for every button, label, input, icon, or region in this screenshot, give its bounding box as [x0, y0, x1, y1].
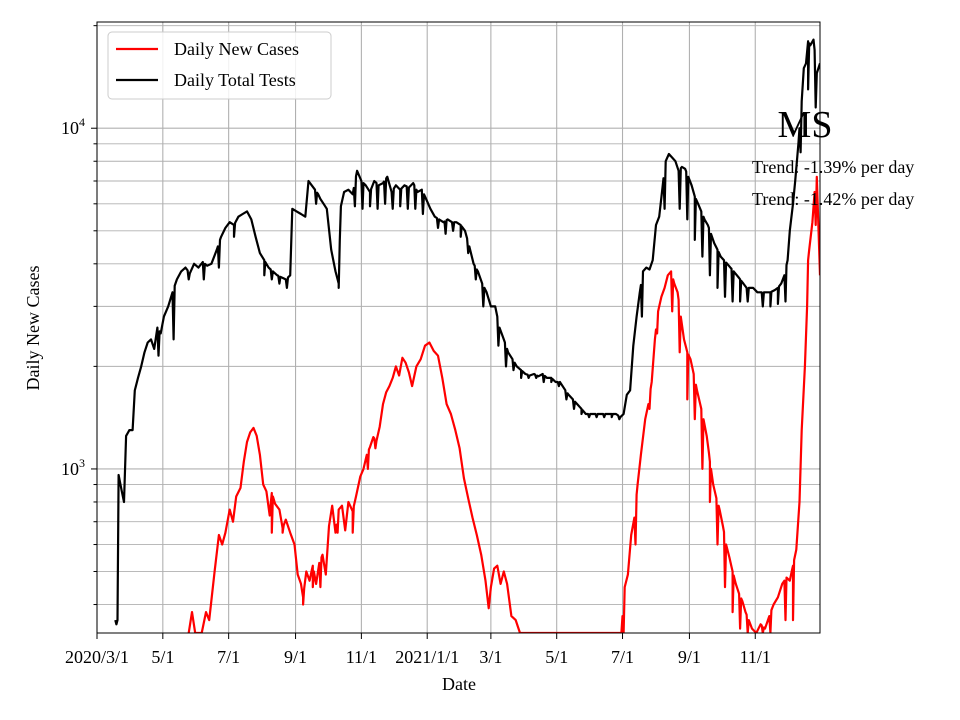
y-tick-label-base: 10 — [61, 118, 79, 138]
x-tick-label: 3/1 — [479, 647, 502, 667]
x-tick-label: 5/1 — [151, 647, 174, 667]
x-tick-label: 2021/1/1 — [395, 647, 459, 667]
y-tick-label: 104 — [61, 115, 85, 138]
x-tick-label: 9/1 — [284, 647, 307, 667]
x-tick-label: 9/1 — [678, 647, 701, 667]
x-tick-label: 11/1 — [740, 647, 771, 667]
x-tick-label: 7/1 — [611, 647, 634, 667]
series-line-daily-new-cases — [187, 175, 820, 633]
y-tick-label-exponent: 4 — [79, 115, 85, 129]
x-axis-label: Date — [442, 674, 476, 694]
x-tick-label: 5/1 — [545, 647, 568, 667]
x-tick-label: 11/1 — [346, 647, 377, 667]
y-tick-label: 103 — [61, 456, 85, 479]
trend-annotation-2: Trend: -1.42% per day — [752, 189, 914, 209]
legend-label-daily-new-cases: Daily New Cases — [174, 39, 299, 59]
x-tick-label: 2020/3/1 — [65, 647, 129, 667]
y-tick-label-exponent: 3 — [79, 456, 85, 470]
x-tick-label: 7/1 — [217, 647, 240, 667]
series-line-daily-total-tests — [114, 38, 820, 626]
chart-title: MS — [778, 104, 833, 146]
y-tick-label-base: 10 — [61, 459, 79, 479]
trend-annotation-1: Trend: -1.39% per day — [752, 157, 914, 177]
series-layer — [114, 38, 820, 633]
legend: Daily New Cases Daily Total Tests — [107, 31, 332, 100]
legend-box — [107, 31, 332, 100]
y-axis-label: Daily New Cases — [23, 266, 43, 391]
plot-frame — [96, 21, 821, 634]
legend-label-daily-total-tests: Daily Total Tests — [174, 70, 296, 90]
